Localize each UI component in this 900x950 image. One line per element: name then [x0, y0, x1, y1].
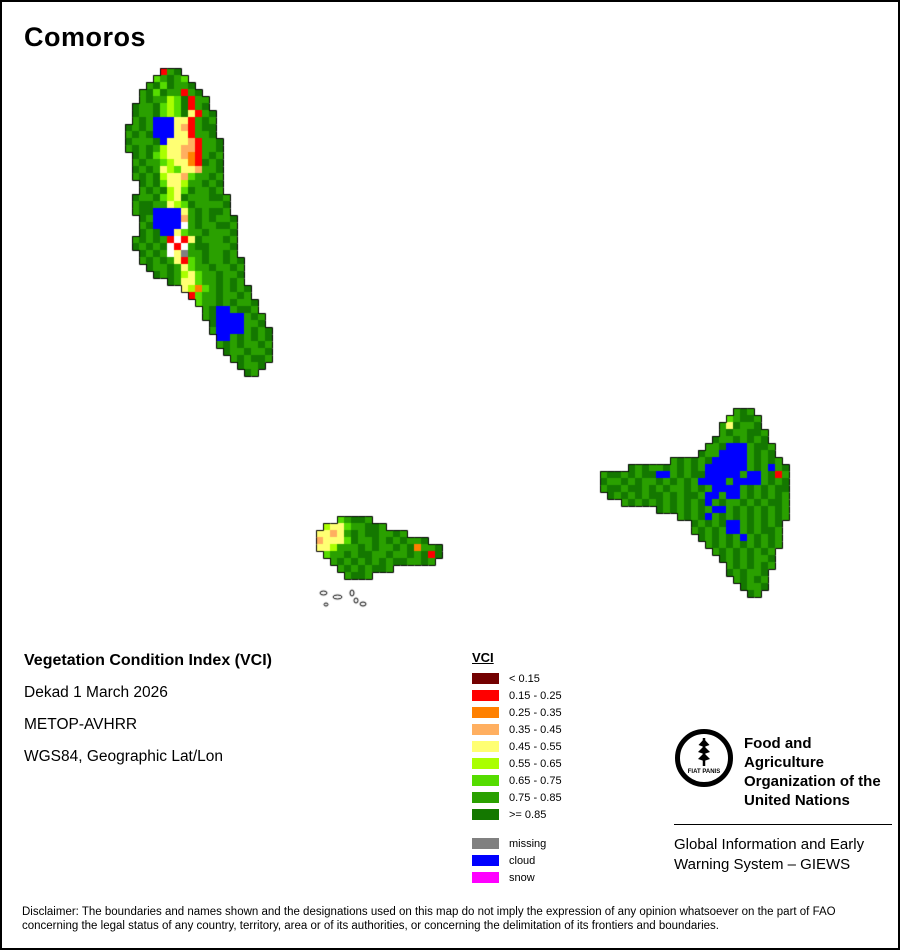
legend-label: 0.25 - 0.35: [509, 706, 562, 719]
legend-swatch: [472, 855, 499, 866]
fao-motto-text: FIAT PANIS: [688, 769, 720, 775]
legend-title: VCI: [472, 650, 494, 665]
fao-header: FIAT PANIS Food and Agriculture Organiza…: [674, 728, 892, 810]
legend-row-class-8: >= 0.85: [472, 808, 562, 821]
legend-row-missing: missing: [472, 837, 547, 850]
map-info-title: Vegetation Condition Index (VCI): [24, 652, 272, 669]
fao-logo-icon: FIAT PANIS: [675, 729, 733, 787]
legend-swatch: [472, 707, 499, 718]
legend-label: 0.55 - 0.65: [509, 757, 562, 770]
disclaimer-text: Disclaimer: The boundaries and names sho…: [22, 905, 836, 933]
legend-swatch: [472, 775, 499, 786]
map-info-block: Vegetation Condition Index (VCI) Dekad 1…: [24, 652, 272, 780]
legend-label: 0.15 - 0.25: [509, 689, 562, 702]
fao-divider: [674, 824, 892, 825]
legend-label: 0.65 - 0.75: [509, 774, 562, 787]
legend-label: 0.35 - 0.45: [509, 723, 562, 736]
legend-label: 0.45 - 0.55: [509, 740, 562, 753]
legend-swatch: [472, 724, 499, 735]
fao-org-name: Food and Agriculture Organization of the…: [744, 728, 892, 810]
vci-legend-extras: missing cloud snow: [472, 838, 546, 889]
legend-label: 0.75 - 0.85: [509, 791, 562, 804]
legend-swatch: [472, 872, 499, 883]
legend-row-snow: snow: [472, 871, 546, 884]
legend-row-class-3: 0.35 - 0.45: [472, 723, 562, 736]
legend-label: cloud: [509, 854, 536, 867]
legend-row-class-0: < 0.15: [472, 672, 562, 685]
map-info-dekad: Dekad 1 March 2026: [24, 684, 168, 701]
map-info-projection: WGS84, Geographic Lat/Lon: [24, 748, 224, 765]
legend-swatch: [472, 673, 499, 684]
legend-row-class-7: 0.75 - 0.85: [472, 791, 562, 804]
giews-line: Warning System – GIEWS: [674, 856, 851, 873]
vci-legend: VCI < 0.15 0.15 - 0.25 0.25 - 0.35 0.35 …: [472, 650, 562, 826]
disclaimer-line: concerning the legal status of any count…: [22, 920, 719, 932]
fao-org-line: United Nations: [744, 792, 850, 809]
fao-block: FIAT PANIS Food and Agriculture Organiza…: [674, 728, 892, 875]
legend-swatch: [472, 741, 499, 752]
legend-swatch: [472, 758, 499, 769]
legend-row-class-6: 0.65 - 0.75: [472, 774, 562, 787]
giews-label: Global Information and Early Warning Sys…: [674, 835, 892, 875]
legend-swatch: [472, 809, 499, 820]
giews-line: Global Information and Early: [674, 836, 865, 853]
legend-row-class-2: 0.25 - 0.35: [472, 706, 562, 719]
legend-label: missing: [509, 837, 547, 850]
legend-row-class-1: 0.15 - 0.25: [472, 689, 562, 702]
legend-swatch: [472, 792, 499, 803]
legend-row-class-5: 0.55 - 0.65: [472, 757, 562, 770]
legend-row-class-4: 0.45 - 0.55: [472, 740, 562, 753]
legend-label: snow: [509, 871, 535, 884]
legend-label: < 0.15: [509, 672, 540, 685]
legend-swatch: [472, 690, 499, 701]
legend-row-cloud: cloud: [472, 854, 546, 867]
map-info-sensor: METOP-AVHRR: [24, 716, 138, 733]
fao-org-line: Organization of the: [744, 773, 881, 790]
legend-label: >= 0.85: [509, 808, 547, 821]
fao-org-line: Food and Agriculture: [744, 735, 825, 771]
disclaimer-line: Disclaimer: The boundaries and names sho…: [22, 906, 836, 918]
legend-swatch: [472, 838, 499, 849]
